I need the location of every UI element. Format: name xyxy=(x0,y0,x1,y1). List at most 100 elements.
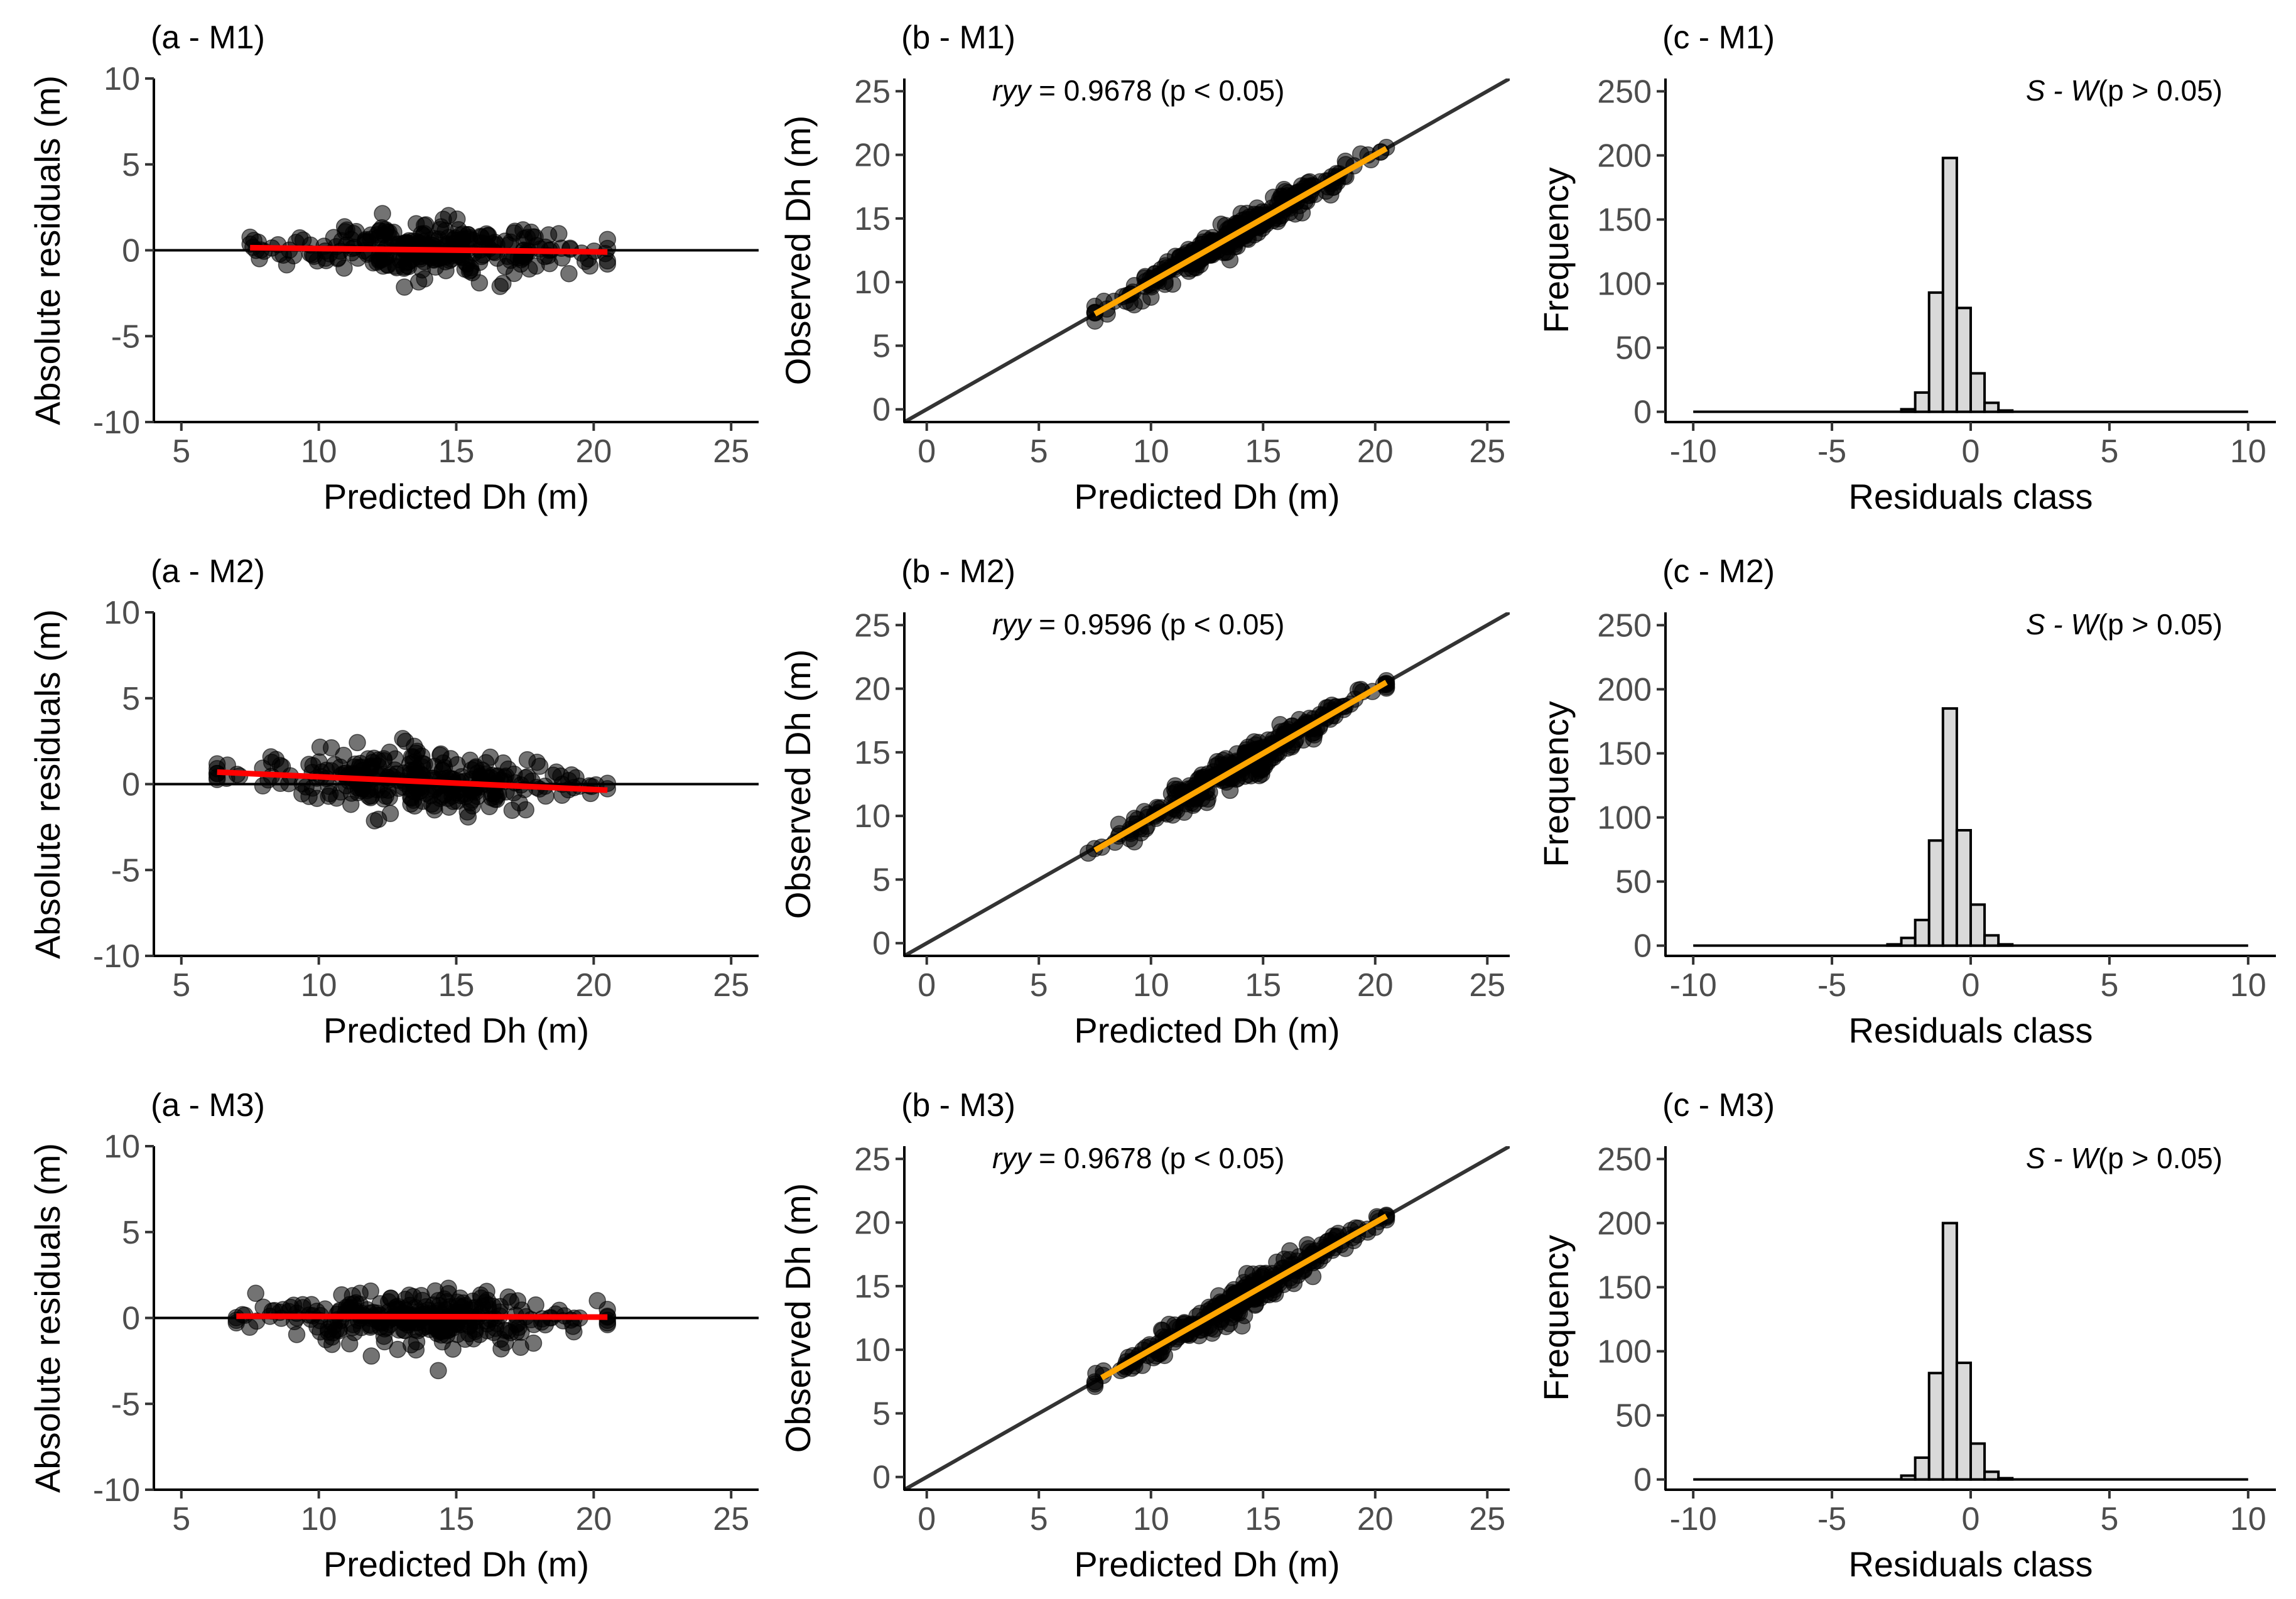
y-tick-label: 0 xyxy=(872,1460,891,1496)
y-axis-label: Observed Dh (m) xyxy=(778,1183,818,1453)
x-tick-label: 0 xyxy=(918,1501,936,1537)
data-point xyxy=(396,278,413,296)
data-point xyxy=(431,746,449,764)
y-tick-label: 10 xyxy=(104,61,140,97)
plot-area xyxy=(154,205,759,296)
stat-annotation: ryy = 0.9596 (p < 0.05) xyxy=(992,608,1284,641)
data-point xyxy=(386,750,404,768)
y-tick-label: 200 xyxy=(1597,138,1652,174)
y-tick-label: 5 xyxy=(872,862,891,898)
y-tick-label: -5 xyxy=(111,852,140,889)
data-point xyxy=(1166,247,1184,265)
data-point xyxy=(413,1320,431,1337)
y-axis-label: Absolute residuals (m) xyxy=(28,609,67,959)
data-point xyxy=(351,1284,369,1302)
data-point xyxy=(291,229,309,247)
x-tick-label: -10 xyxy=(1670,967,1717,1004)
y-tick-label: 10 xyxy=(854,798,891,835)
data-point xyxy=(389,1340,407,1358)
x-tick-label: 5 xyxy=(172,967,190,1004)
x-tick-label: 20 xyxy=(575,967,612,1004)
data-point xyxy=(278,256,296,274)
x-tick-label: 10 xyxy=(301,967,337,1004)
data-point xyxy=(294,1296,311,1314)
panel-title: (c - M1) xyxy=(1662,19,1775,56)
x-tick-label: 15 xyxy=(1245,967,1281,1004)
x-tick-label: 10 xyxy=(2230,433,2266,470)
data-point xyxy=(463,1293,482,1310)
data-point xyxy=(550,225,568,242)
data-point xyxy=(460,1317,479,1335)
x-axis-label: Predicted Dh (m) xyxy=(323,1544,589,1584)
panel-title: (a - M2) xyxy=(151,553,265,590)
data-point xyxy=(440,1284,457,1303)
histogram-bar xyxy=(1914,918,1930,947)
histogram-bar xyxy=(1927,839,1944,947)
plot-area xyxy=(154,730,759,830)
x-axis-label: Predicted Dh (m) xyxy=(323,1011,589,1050)
data-point xyxy=(416,270,433,288)
plot-area xyxy=(904,1146,1510,1490)
trend-line xyxy=(250,244,608,255)
y-tick-label: 50 xyxy=(1615,330,1652,367)
data-point xyxy=(502,1293,520,1311)
x-tick-label: 0 xyxy=(1962,1501,1980,1537)
data-point xyxy=(247,1284,264,1303)
data-point xyxy=(524,228,542,246)
panel-a-M3: (a - M3) 5 10 15 20 25 -10 -5 0 5 10 Predicted Dh (… xyxy=(28,1087,759,1584)
histogram-bar xyxy=(1900,936,1917,947)
data-point xyxy=(362,1347,381,1365)
x-tick-label: -10 xyxy=(1670,1501,1717,1537)
fit-line xyxy=(1100,1213,1388,1380)
x-tick-label: -5 xyxy=(1817,433,1846,470)
histogram-bar xyxy=(1900,408,1917,413)
trend-line xyxy=(236,1313,608,1320)
x-axis-label: Residuals class xyxy=(1848,1011,2093,1050)
x-tick-label: 25 xyxy=(713,967,749,1004)
data-point xyxy=(335,746,352,764)
x-axis-label: Predicted Dh (m) xyxy=(1074,1544,1340,1584)
y-tick-label: 5 xyxy=(122,681,140,717)
data-point xyxy=(598,252,617,270)
histogram-bar xyxy=(1941,1222,1958,1481)
x-axis-label: Predicted Dh (m) xyxy=(1074,1011,1340,1050)
data-point xyxy=(454,225,472,243)
y-tick-label: 250 xyxy=(1597,73,1652,110)
stat-annotation: S - W(p > 0.05) xyxy=(2026,1142,2223,1174)
stat-annotation: ryy = 0.9678 (p < 0.05) xyxy=(992,1142,1284,1174)
y-tick-label: -10 xyxy=(93,404,140,441)
x-tick-label: 10 xyxy=(301,1501,337,1537)
data-point xyxy=(300,788,318,805)
y-tick-label: 150 xyxy=(1597,1270,1652,1306)
y-tick-label: -10 xyxy=(93,938,140,975)
x-tick-label: 5 xyxy=(2100,433,2118,470)
y-tick-label: 25 xyxy=(854,73,891,110)
panel-c-M3: (c - M3)-10 -5 0 5 10050100150200250Residual… xyxy=(1536,1087,2276,1584)
data-point xyxy=(430,1362,447,1380)
data-point xyxy=(492,1330,509,1348)
data-point xyxy=(1242,767,1260,784)
data-point xyxy=(444,793,462,810)
y-tick-label: 100 xyxy=(1597,800,1652,837)
panel-title: (c - M2) xyxy=(1662,553,1775,590)
x-tick-label: 10 xyxy=(301,433,337,470)
x-tick-label: 15 xyxy=(1245,1501,1281,1537)
y-tick-label: -5 xyxy=(111,1386,140,1423)
data-point xyxy=(357,230,374,249)
x-tick-label: -5 xyxy=(1817,1501,1846,1537)
plot-area xyxy=(154,1279,759,1380)
data-point xyxy=(366,812,384,830)
data-point xyxy=(1086,1373,1104,1391)
data-point xyxy=(1142,288,1160,306)
y-tick-label: 10 xyxy=(854,1332,891,1369)
y-tick-label: 5 xyxy=(122,147,140,183)
data-point xyxy=(459,808,477,826)
data-point xyxy=(518,751,536,769)
data-point xyxy=(524,1334,543,1352)
y-tick-label: 15 xyxy=(854,735,891,771)
histogram-bar xyxy=(1955,1361,1973,1481)
x-tick-label: 5 xyxy=(2100,967,2118,1004)
panel-b-M1: (b - M1) 0 5 10 15 20 25 0 5 10 15 20 25 Predicted Dh… xyxy=(778,19,1510,516)
histogram-bar xyxy=(1941,156,1958,413)
